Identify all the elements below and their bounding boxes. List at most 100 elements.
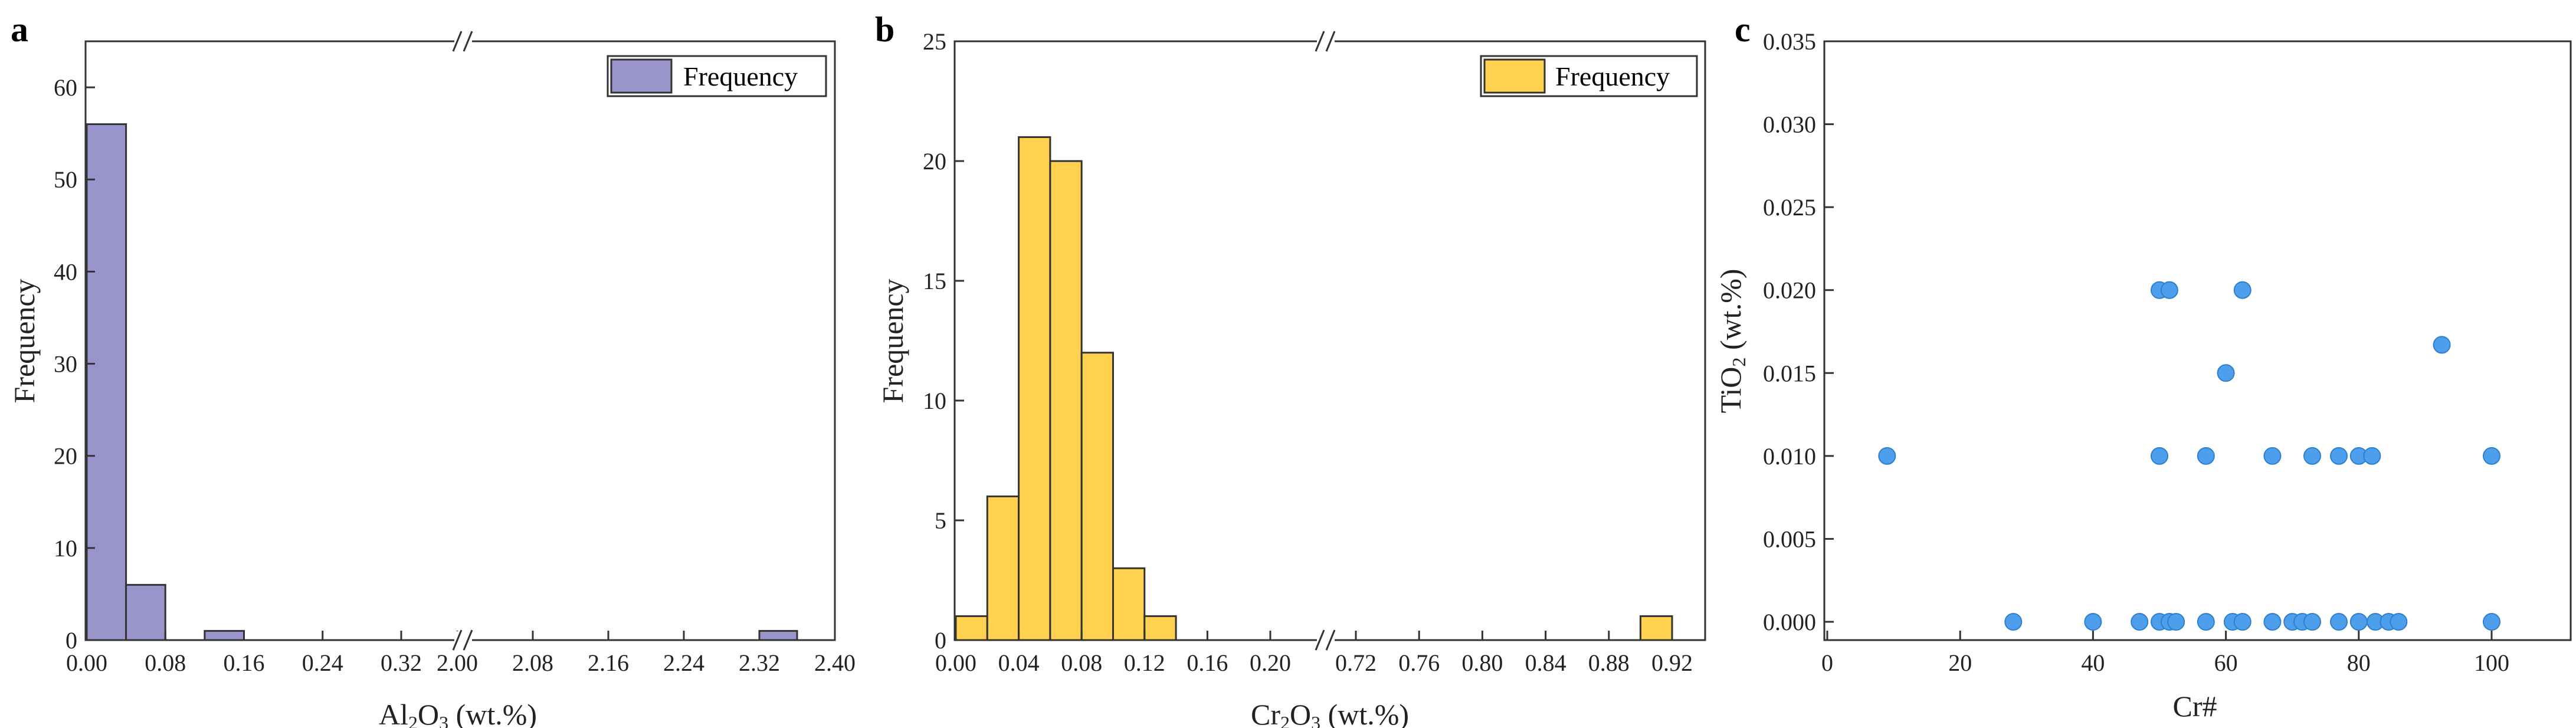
panel-c-frame [1823,40,2572,641]
panel-b-legend-label: Frequency [1555,61,1670,91]
c-point-22 [2263,447,2282,465]
c-x-tick-label-0: 0 [1821,650,1833,676]
panel-b-axis-break [1315,31,1336,651]
c-point-23 [2303,447,2321,465]
panel-b-letter: b [875,10,894,49]
a-x-tick-label-5: 2.00 [437,650,478,676]
panel-a-legend-label: Frequency [683,61,798,91]
c-x-tick-label-4: 80 [2347,650,2371,676]
a-x-tick-label-1: 0.08 [145,650,186,676]
c-x-tick-label-1: 20 [1948,650,1972,676]
b-x-tick-label-10: 0.88 [1588,650,1630,676]
b-x-tick-label-7: 0.76 [1398,650,1440,676]
a-x-tick-label-7: 2.16 [588,650,629,676]
a-y-tick-label-4: 40 [54,258,77,285]
c-x-tick-label-2: 40 [2081,650,2105,676]
b-y-tick-label-3: 15 [923,268,946,294]
a-x-tick-label-0: 0.00 [66,650,107,676]
panel-b-bars [955,136,1673,641]
b-bar-5 [1112,567,1146,641]
b-y-tick-label-1: 5 [935,507,946,534]
panel-a-y-title: Frequency [8,278,41,403]
b-y-tick-label-2: 10 [923,388,946,414]
a-y-tick-label-1: 10 [54,535,77,562]
c-point-24 [2330,447,2348,465]
c-point-18 [2390,613,2408,631]
b-x-tick-label-6: 0.72 [1335,650,1377,676]
panel-a-legend: Frequency [607,55,827,97]
b-bar-3 [1049,160,1083,641]
panel-a-letter: a [11,10,28,49]
panel-c-y-ticks: 0.000 0.005 0.010 0.015 0.020 0.025 0.030 0.035 [1763,28,1834,635]
panel-b-x-title: Cr2O3 (wt.%) [1251,698,1409,728]
a-x-tick-label-8: 2.24 [663,650,704,676]
a-y-tick-label-3: 30 [54,351,77,378]
panel-a-y-ticks: 0 10 20 30 40 50 60 [54,74,95,654]
c-point-21 [2197,447,2215,465]
a-y-tick-label-5: 50 [54,166,77,193]
panel-c-letter: c [1735,10,1751,49]
c-y-tick-label-2: 0.010 [1763,443,1816,470]
panel-b: b 0 5 10 15 20 25 0.00 0.04 0.08 0.12 0.16 0.20 0.7… [875,10,1706,728]
c-point-9 [2233,613,2251,631]
c-point-26 [2363,447,2381,465]
panel-b-y-title: Frequency [876,278,909,403]
b-bar-6 [1143,615,1177,641]
c-point-32 [2233,281,2251,299]
c-y-tick-label-0: 0.000 [1763,609,1816,635]
a-x-tick-label-9: 2.32 [739,650,780,676]
c-point-6 [2167,613,2185,631]
a-y-tick-label-2: 20 [54,443,77,470]
c-x-tick-label-5: 100 [2474,650,2509,676]
c-y-tick-label-1: 0.005 [1763,526,1816,552]
c-point-19 [2483,613,2500,631]
panel-c-points [1878,281,2500,631]
b-x-tick-label-9: 0.84 [1525,650,1566,676]
c-y-tick-label-7: 0.035 [1763,28,1816,55]
a-bar-4 [758,629,798,641]
b-x-tick-label-2: 0.08 [1061,650,1102,676]
panel-b-x-ticks: 0.00 0.04 0.08 0.12 0.16 0.20 0.72 0.76 0.80 0.84… [935,631,1693,676]
c-y-tick-label-3: 0.015 [1763,360,1816,386]
panel-a-legend-swatch [610,58,673,94]
c-point-27 [2483,447,2500,465]
panel-a-x-title: Al2O3 (wt.%) [379,698,537,728]
a-x-tick-label-10: 2.40 [814,650,856,676]
c-point-1 [2004,613,2023,631]
b-bar-0 [955,615,988,641]
c-y-tick-label-6: 0.030 [1763,112,1816,138]
a-bar-2 [204,629,245,641]
c-point-28 [2217,364,2235,382]
b-x-tick-label-5: 0.20 [1250,650,1291,676]
a-x-tick-label-3: 0.24 [302,650,343,676]
c-point-31 [2160,281,2178,299]
b-x-tick-label-3: 0.12 [1124,650,1165,676]
c-y-tick-label-5: 0.025 [1763,194,1816,221]
c-point-14 [2330,613,2348,631]
panel-a-bars [86,123,798,641]
panel-c-y-title: TiO2 (wt.%) [1714,269,1749,414]
a-bar-1 [125,583,166,641]
c-point-7 [2197,613,2215,631]
panel-a-axis-break [452,31,473,651]
a-x-tick-label-6: 2.08 [512,650,553,676]
b-x-tick-label-4: 0.16 [1187,650,1228,676]
a-y-tick-label-6: 60 [54,74,77,101]
panel-a-frame [84,40,836,641]
panel-c: c 0.0000.0050.0100.0150.0200.0250.0300.0… [1714,10,2572,723]
a-y-tick-label-0: 0 [65,627,77,654]
c-point-20 [2151,447,2168,465]
panel-a: a 0 10 20 30 40 50 60 0.00 0.08 0.16 0.24 0.32 2.00… [8,10,856,728]
c-point-0 [1878,447,1896,465]
b-bar-4 [1080,352,1114,641]
b-y-tick-label-4: 20 [923,148,946,175]
panel-b-legend-swatch [1483,58,1546,94]
panel-b-legend: Frequency [1480,55,1698,97]
b-x-tick-label-1: 0.04 [998,650,1040,676]
c-point-10 [2263,613,2282,631]
b-bar-2 [1018,136,1051,641]
c-point-3 [2131,613,2149,631]
panel-b-y-ticks: 0 5 10 15 20 25 [923,28,964,654]
c-point-29 [2433,336,2451,354]
